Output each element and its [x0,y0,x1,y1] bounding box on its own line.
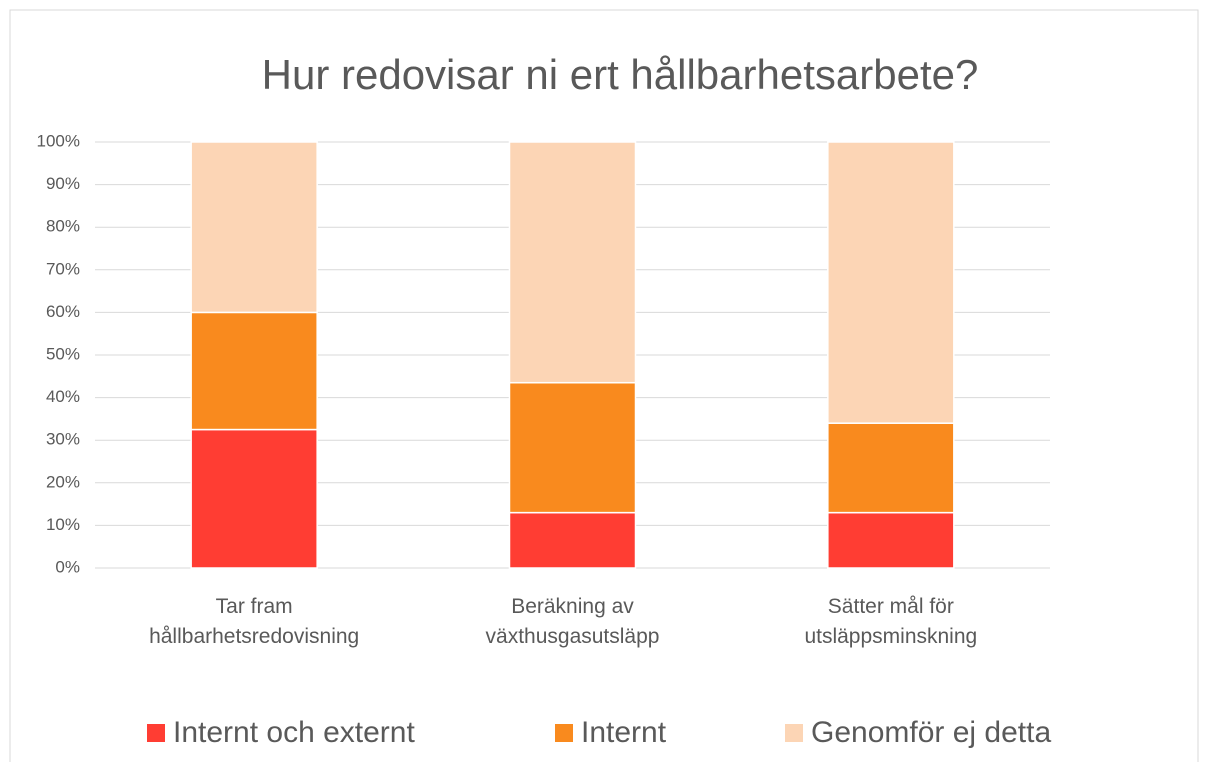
bar-segment [190,141,318,314]
legend-swatch [147,724,165,742]
legend-label: Internt och externt [173,716,415,749]
x-tick-label: Beräkning av växthusgasutsläpp [485,595,660,648]
bar-segment [508,141,637,384]
bar-segment [508,381,637,514]
x-tick-label: Tar fram hållbarhetsredovisning [149,595,360,648]
y-tick-label: 60% [46,302,80,321]
y-tick-label: 80% [46,217,80,236]
legend-label: Internt [581,716,667,749]
legend-swatch [555,724,573,742]
bar-segment [508,511,637,569]
y-tick-label: 40% [46,387,80,406]
y-tick-label: 70% [46,259,80,278]
bar-segment [190,428,318,569]
bar-segment [827,511,955,569]
legend-label: Genomför ej detta [811,716,1051,749]
x-tick-label: Sätter mål för utsläppsminskning [804,595,978,648]
legend-swatch [785,724,803,742]
bar-segment [827,422,955,514]
y-tick-label: 100% [37,131,80,150]
y-tick-label: 90% [46,174,80,193]
bar-segment [190,311,318,431]
y-tick-label: 20% [46,472,80,491]
y-tick-label: 50% [46,344,80,363]
y-tick-label: 0% [55,557,80,576]
chart-title: Hur redovisar ni ert hållbarhetsarbete? [262,51,979,98]
y-tick-label: 10% [46,515,80,534]
bar-segment [827,141,955,424]
y-tick-label: 30% [46,430,80,449]
